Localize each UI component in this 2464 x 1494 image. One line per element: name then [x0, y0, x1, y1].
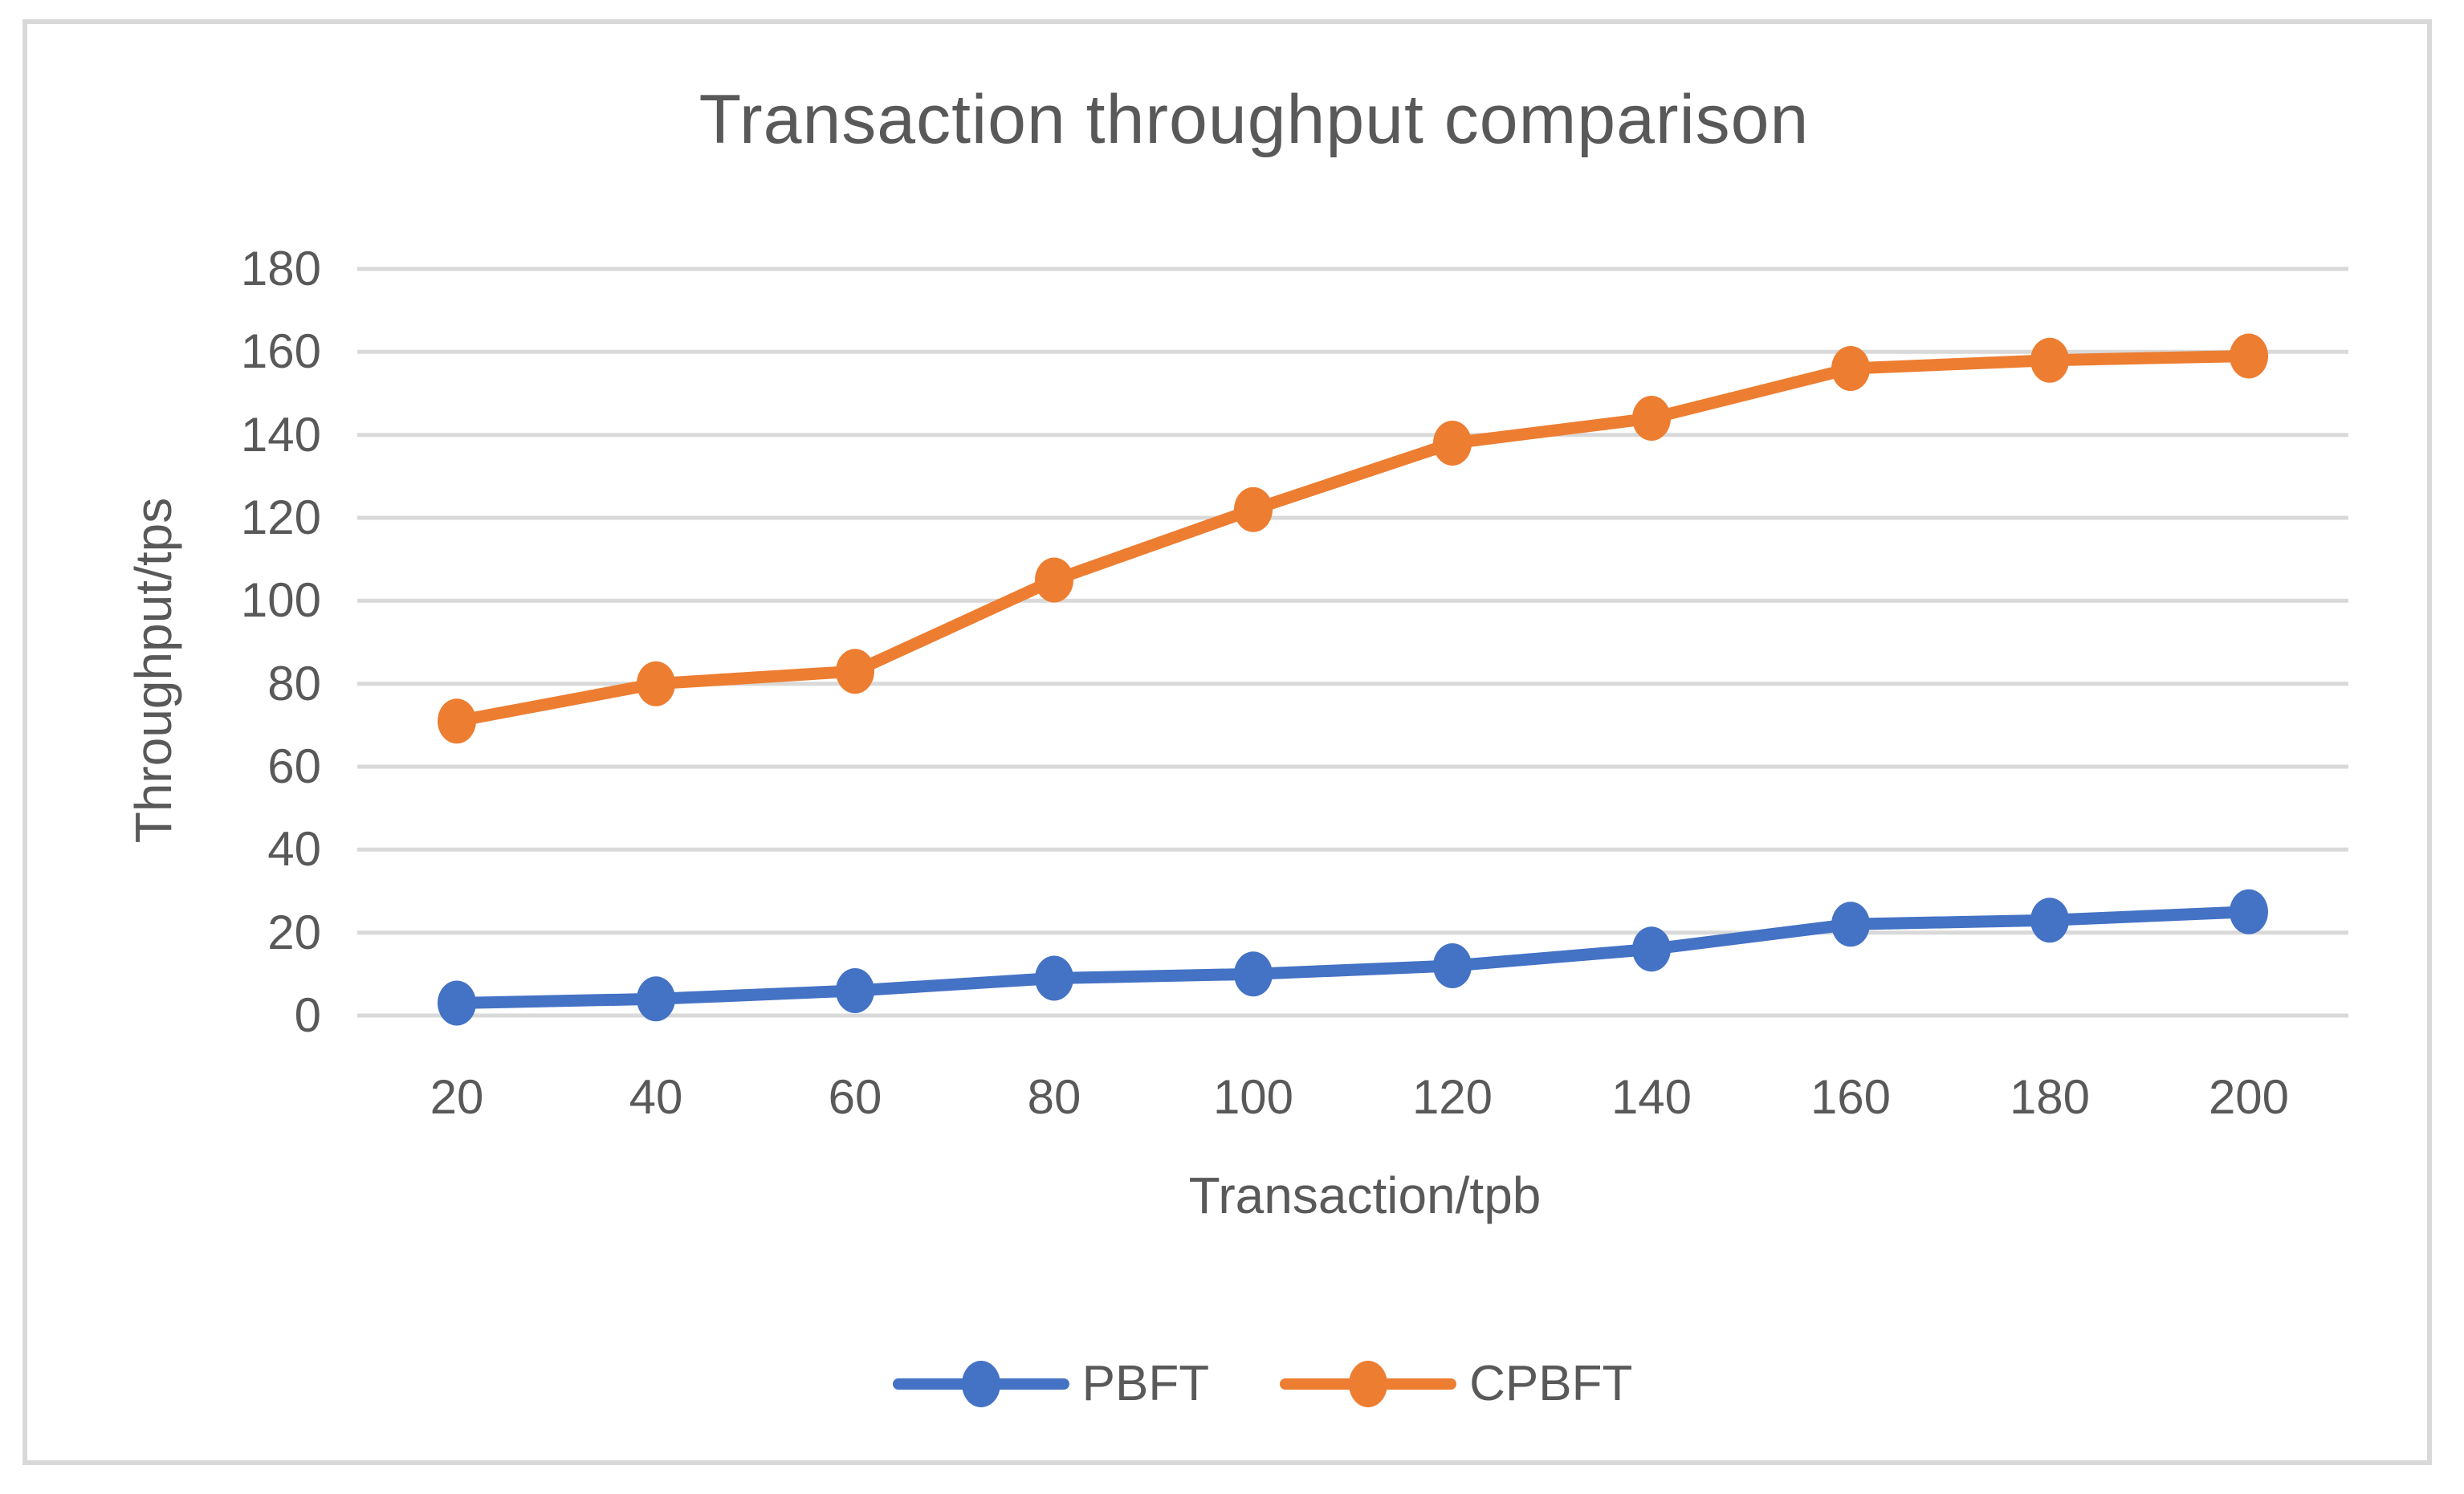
y-tick-label: 60	[267, 739, 321, 793]
y-tick-label: 160	[240, 324, 321, 379]
pbft-data-point-marker	[1234, 951, 1273, 997]
legend-label-cpbft: CPBFT	[1469, 1356, 1633, 1411]
pbft-series-line	[450, 906, 2255, 1009]
y-tick-label: 180	[240, 242, 321, 295]
x-tick-label: 80	[1027, 1070, 1081, 1124]
cpbft-series-line	[450, 350, 2255, 727]
cpbft-data-point-marker	[1234, 486, 1273, 532]
y-tick-label: 0	[294, 988, 321, 1042]
cpbft-data-point-marker	[836, 649, 874, 694]
figure-border	[22, 19, 2432, 1465]
pbft-data-point-marker	[2030, 898, 2069, 943]
pbft-legend-dot	[961, 1360, 1000, 1407]
pbft-data-point-marker	[836, 968, 874, 1013]
cpbft-data-point-marker	[2030, 337, 2069, 383]
x-tick-label: 100	[1212, 1070, 1294, 1124]
cpbft-data-point-marker	[1035, 557, 1073, 603]
cpbft-data-point-marker	[1831, 346, 1870, 391]
x-tick-label: 40	[629, 1070, 683, 1124]
legend-label-pbft: PBFT	[1081, 1356, 1210, 1411]
y-tick-label: 40	[267, 822, 321, 877]
pbft-data-point-marker	[438, 980, 476, 1026]
pbft-data-point-marker	[2230, 889, 2268, 934]
pbft-data-point-marker	[637, 976, 675, 1022]
cpbft-data-point-marker	[438, 698, 476, 744]
cpbft-data-point-marker	[2230, 333, 2268, 379]
chart-legend: PBFT CPBFT	[31, 1355, 2464, 1412]
pbft-data-point-marker	[1035, 955, 1073, 1001]
pbft-data-point-marker	[1433, 943, 1472, 988]
y-tick-label: 120	[240, 491, 321, 544]
y-tick-label: 140	[240, 407, 321, 462]
pbft-data-point-marker	[1632, 926, 1671, 972]
legend-item-pbft: PBFT	[892, 1355, 1210, 1412]
cpbft-legend-dot	[1349, 1360, 1388, 1407]
pbft-data-point-marker	[1831, 902, 1870, 947]
legend-item-cpbft: CPBFT	[1280, 1355, 1632, 1412]
x-tick-label: 60	[828, 1070, 882, 1124]
x-tick-label: 160	[1810, 1070, 1892, 1124]
cpbft-data-point-marker	[1632, 396, 1671, 441]
x-tick-label: 140	[1611, 1070, 1692, 1124]
cpbft-data-point-marker	[637, 661, 675, 706]
pbft-legend-marker-icon	[892, 1360, 1069, 1408]
y-tick-label: 80	[267, 656, 321, 710]
x-tick-label: 20	[430, 1070, 484, 1124]
y-tick-label: 100	[240, 573, 321, 628]
chart-title: Transaction throughput comparison	[698, 81, 1810, 158]
x-tick-label: 180	[2009, 1070, 2091, 1124]
x-tick-label: 120	[1411, 1070, 1493, 1124]
cpbft-data-point-marker	[1433, 421, 1472, 466]
x-axis-title: Transaction/tpb	[1188, 1166, 1542, 1224]
cpbft-legend-marker-icon	[1280, 1360, 1457, 1408]
y-tick-label: 20	[267, 905, 321, 959]
x-tick-label: 200	[2208, 1070, 2290, 1124]
